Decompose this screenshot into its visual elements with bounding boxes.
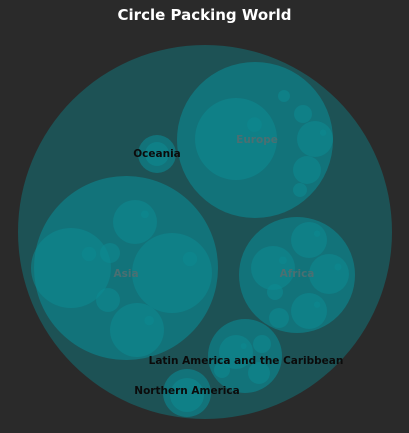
europe-region-circle-2: [319, 129, 327, 136]
africa-country-circle-3: [309, 254, 349, 294]
europe-country-circle-5: [278, 90, 290, 102]
africa-region-circle-2: [313, 230, 321, 237]
latin-america-and-the-caribbean-country-circle-4: [253, 335, 271, 353]
europe-region-circle-1: [247, 117, 262, 133]
asia-country-circle-6: [100, 243, 120, 263]
latin-america-and-the-caribbean-country-circle-3: [214, 362, 230, 378]
europe-country-circle-6: [293, 183, 307, 197]
label-oceania: Oceania: [133, 148, 181, 160]
africa-country-circle-5: [269, 308, 289, 328]
asia-region-circle-3: [140, 210, 149, 219]
label-europe: Europe: [236, 134, 278, 146]
europe-country-circle-2: [297, 121, 333, 157]
africa-country-circle-4: [291, 293, 327, 329]
asia-country-circle-4: [110, 303, 164, 357]
label-latin-america-and-the-caribbean: Latin America and the Caribbean: [149, 355, 344, 367]
africa-region-circle-1: [278, 256, 287, 265]
northern-america-region-circle-1: [191, 385, 198, 393]
asia-region-circle-1: [81, 246, 97, 262]
asia-country-circle-5: [96, 288, 120, 312]
africa-circle: [239, 217, 355, 333]
europe-country-circle-3: [293, 156, 321, 184]
asia-region-circle-2: [182, 251, 198, 267]
chart-title: Circle Packing World: [117, 6, 292, 24]
africa-country-circle-2: [291, 222, 327, 258]
label-northern-america: Northern America: [134, 385, 239, 397]
asia-country-circle-2: [132, 233, 212, 313]
circles-layer: [18, 45, 392, 419]
africa-region-circle-3: [334, 263, 342, 271]
asia-circle: [34, 176, 218, 360]
latin-america-and-the-caribbean-country-circle-2: [248, 362, 270, 384]
asia-country-circle-3: [113, 200, 157, 244]
labels-layer: Asia Europe Africa Latin America and the Ca…: [113, 134, 343, 397]
asia-region-circle-4: [144, 315, 155, 326]
europe-country-circle-4: [294, 105, 312, 123]
africa-country-circle-6: [267, 284, 283, 300]
label-asia: Asia: [113, 268, 138, 280]
africa-region-circle-4: [313, 301, 321, 308]
latin-america-and-the-caribbean-region-circle-1: [240, 342, 247, 350]
oceania-country-circle-1: [145, 142, 169, 166]
label-africa: Africa: [280, 268, 315, 280]
